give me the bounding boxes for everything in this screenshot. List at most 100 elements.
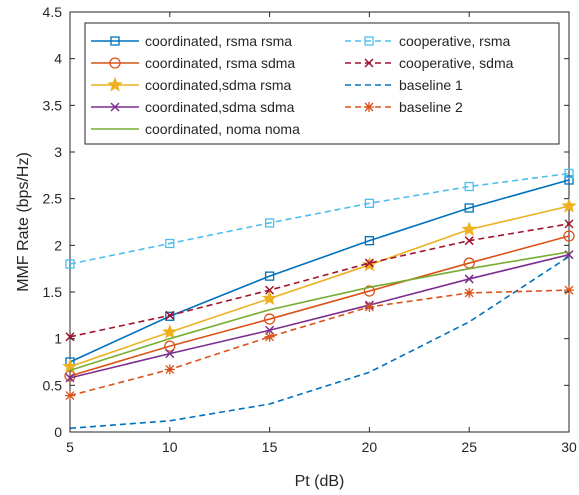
data-point-marker (464, 274, 474, 284)
x-tick-label: 25 (461, 439, 477, 455)
x-tick-label: 5 (66, 439, 74, 455)
data-point-marker (464, 287, 475, 298)
legend-label: coordinated, noma noma (145, 121, 300, 137)
data-point-marker (165, 238, 175, 249)
data-point-marker (165, 349, 175, 359)
data-point-marker (264, 218, 275, 228)
data-point-marker (364, 258, 374, 268)
legend-marker (109, 57, 121, 69)
data-point-marker (164, 364, 175, 375)
data-point-marker (464, 236, 474, 246)
data-point-marker (461, 221, 477, 237)
data-point-marker (264, 271, 275, 281)
legend-entry-coordinated-sdma-rsma: coordinated,sdma rsma (91, 76, 292, 93)
legend-entry-cooperative-sdma: cooperative, sdma (345, 55, 514, 71)
series-line (69, 255, 570, 430)
legend-label: cooperative, rsma (399, 33, 510, 49)
series-line (69, 235, 570, 377)
series-baseline-2 (65, 285, 574, 401)
y-tick-label: 3.5 (43, 97, 63, 113)
series-line (69, 172, 570, 265)
legend-marker (364, 58, 374, 68)
legend-entry-coordinated-noma-noma: coordinated, noma noma (91, 121, 300, 137)
data-point-marker (263, 313, 276, 325)
legend-entry-coordinated-sdma-sdma: coordinated,sdma sdma (91, 99, 295, 115)
legend-label: cooperative, sdma (399, 55, 514, 71)
data-point-marker (261, 290, 278, 306)
series-line (69, 253, 570, 379)
legend-label: coordinated,sdma rsma (145, 77, 292, 93)
series-coordinated-noma-noma (69, 251, 570, 372)
data-point-marker (165, 311, 175, 321)
data-point-marker (162, 324, 178, 339)
series-cooperative-sdma (65, 219, 574, 342)
data-point-marker (564, 219, 574, 229)
y-tick-label: 1.5 (43, 284, 63, 300)
x-tick-label: 10 (162, 439, 178, 455)
x-axis-label: Pt (dB) (295, 473, 345, 490)
x-tick-label: 20 (362, 439, 378, 455)
y-tick-label: 2 (54, 237, 62, 253)
legend-label: baseline 1 (399, 77, 463, 93)
legend-label: baseline 2 (399, 99, 463, 115)
data-point-marker (65, 259, 75, 269)
legend-entry-coordinated-rsma-rsma: coordinated, rsma rsma (91, 33, 292, 49)
legend-marker (110, 36, 120, 46)
legend-entry-baseline-1: baseline 1 (345, 77, 463, 93)
data-point-marker (364, 236, 375, 246)
legend-marker (364, 36, 374, 46)
y-tick-label: 4 (54, 51, 62, 67)
series-line (69, 289, 570, 397)
series-line (69, 251, 570, 372)
data-point-marker (265, 325, 275, 335)
data-point-marker (165, 310, 175, 320)
x-tick-label: 15 (262, 439, 278, 455)
legend-label: coordinated, rsma sdma (145, 55, 295, 71)
data-point-marker (561, 198, 577, 213)
series-line (69, 223, 570, 338)
data-point-marker (265, 285, 275, 295)
data-point-marker (563, 230, 575, 242)
data-point-marker (464, 203, 474, 213)
data-point-marker (564, 285, 574, 296)
y-tick-label: 0 (54, 424, 62, 440)
y-tick-label: 0.5 (43, 377, 63, 393)
y-tick-label: 2.5 (43, 191, 63, 207)
legend-box (84, 22, 560, 145)
data-point-marker (363, 285, 376, 297)
data-point-marker (464, 181, 474, 192)
series-layer (62, 168, 577, 430)
data-point-marker (564, 175, 574, 185)
legend-marker (110, 102, 120, 112)
data-point-marker (264, 331, 275, 342)
series-coordinated-sdma-rsma (62, 198, 577, 374)
data-point-marker (364, 198, 375, 208)
legend-entry-baseline-2: baseline 2 (345, 99, 463, 115)
data-point-marker (564, 168, 574, 179)
data-point-marker (164, 340, 176, 352)
y-tick-label: 4.5 (43, 4, 63, 20)
data-point-marker (65, 332, 75, 342)
ticks-layer: 5 10 15 20 25 30 0 0.5 1 1.5 2 2.5 3 3.5 4 4.5 (43, 4, 577, 455)
y-axis-label: MMF Rate (bps/Hz) (15, 152, 32, 292)
series-line (69, 179, 570, 363)
legend-marker (364, 102, 374, 112)
series-coordinated-rsma-rsma (65, 175, 574, 367)
series-cooperative-rsma (65, 168, 574, 269)
series-line (69, 205, 570, 368)
legend-entry-coordinated-rsma-sdma: coordinated, rsma sdma (91, 55, 295, 71)
legend: coordinated, rsma rsma coordinated, rsma … (84, 22, 560, 145)
legend-marker (107, 76, 123, 92)
legend-label: coordinated,sdma sdma (145, 99, 295, 115)
data-point-marker (65, 390, 75, 401)
y-tick-label: 1 (54, 331, 62, 347)
x-tick-label: 30 (561, 439, 577, 455)
y-tick-label: 3 (54, 144, 62, 160)
series-coordinated-rsma-sdma (64, 230, 575, 382)
data-point-marker (65, 373, 75, 383)
series-baseline-1 (69, 255, 570, 430)
legend-label: coordinated, rsma rsma (145, 33, 292, 49)
legend-entry-cooperative-rsma: cooperative, rsma (345, 33, 510, 49)
data-point-marker (364, 301, 375, 312)
